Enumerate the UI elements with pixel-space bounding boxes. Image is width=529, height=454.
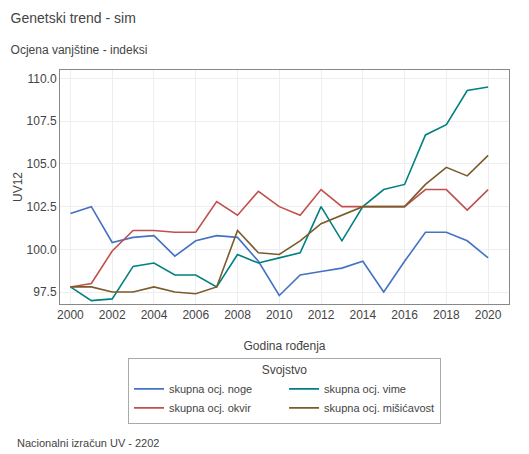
svg-text:110.0: 110.0 <box>27 72 56 86</box>
svg-text:Ocjena vanjštine - indeksi: Ocjena vanjštine - indeksi <box>11 43 148 57</box>
svg-text:2010: 2010 <box>266 308 293 322</box>
svg-text:2014: 2014 <box>349 308 376 322</box>
svg-text:skupna ocj. noge: skupna ocj. noge <box>169 383 252 395</box>
svg-text:skupna ocj. okvir: skupna ocj. okvir <box>169 402 251 414</box>
svg-text:2020: 2020 <box>475 308 502 322</box>
svg-text:Genetski trend - sim: Genetski trend - sim <box>11 10 136 26</box>
svg-text:105.0: 105.0 <box>27 157 57 171</box>
svg-text:102.5: 102.5 <box>27 200 57 214</box>
svg-text:2012: 2012 <box>308 308 335 322</box>
svg-text:Svojstvo: Svojstvo <box>262 363 308 377</box>
svg-text:Nacionalni izračun UV - 2202: Nacionalni izračun UV - 2202 <box>17 437 159 449</box>
svg-text:2006: 2006 <box>182 308 209 322</box>
svg-text:2008: 2008 <box>224 308 251 322</box>
svg-text:2000: 2000 <box>57 308 84 322</box>
svg-text:UV12: UV12 <box>11 172 25 202</box>
svg-text:97.5: 97.5 <box>33 285 57 299</box>
svg-text:Godina rođenja: Godina rođenja <box>243 339 325 353</box>
svg-text:skupna ocj. vime: skupna ocj. vime <box>324 383 406 395</box>
svg-text:skupna ocj. mišićavost: skupna ocj. mišićavost <box>324 402 434 414</box>
svg-text:2016: 2016 <box>391 308 418 322</box>
svg-text:2004: 2004 <box>141 308 168 322</box>
svg-text:2002: 2002 <box>99 308 126 322</box>
svg-text:107.5: 107.5 <box>27 114 57 128</box>
svg-text:100.0: 100.0 <box>27 243 57 257</box>
svg-text:2018: 2018 <box>433 308 460 322</box>
